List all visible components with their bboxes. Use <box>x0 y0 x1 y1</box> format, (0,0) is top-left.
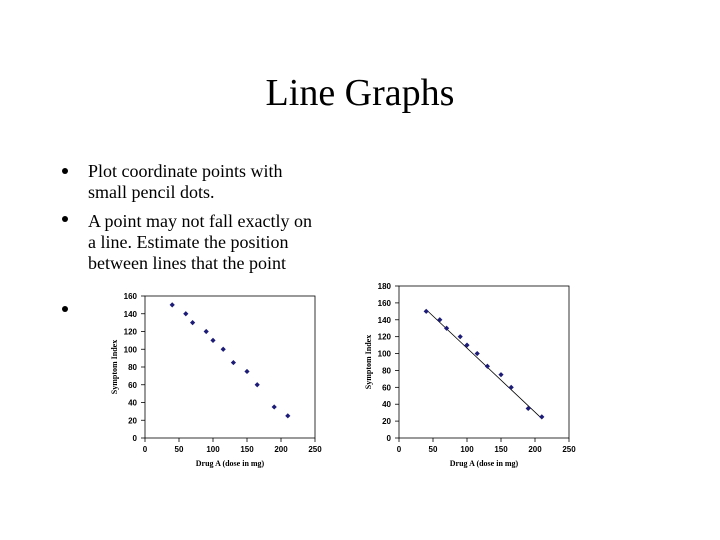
data-point <box>508 384 514 390</box>
bullet-dot <box>62 168 68 174</box>
data-point <box>285 413 291 419</box>
data-point <box>203 328 209 335</box>
y-tick-label: 180 <box>378 282 392 291</box>
data-point <box>183 311 189 317</box>
data-point <box>484 363 490 369</box>
x-tick-label: 0 <box>143 445 148 454</box>
x-tick-label: 200 <box>528 445 542 454</box>
data-point <box>220 346 226 352</box>
chart-background <box>355 278 595 478</box>
y-tick-label: 0 <box>133 434 138 443</box>
data-point <box>423 308 429 314</box>
x-tick-label: 150 <box>494 445 508 454</box>
y-tick-label: 0 <box>387 434 392 443</box>
y-tick-label: 60 <box>382 383 391 392</box>
slide-title: Line Graphs <box>266 72 455 114</box>
data-point <box>539 414 545 420</box>
y-tick-label: 60 <box>128 381 137 390</box>
data-point <box>457 334 463 340</box>
data-point <box>437 317 443 323</box>
data-point <box>464 342 470 348</box>
bullet-text: Plot coordinate points with <box>88 161 282 181</box>
y-tick-label: 20 <box>128 416 137 425</box>
data-point <box>230 359 236 366</box>
x-tick-label: 0 <box>397 445 402 454</box>
x-tick-label: 100 <box>460 445 474 454</box>
y-axis-label: Symptom Index <box>110 340 119 394</box>
plot-area <box>398 285 570 439</box>
bullet-text: a line. Estimate the position <box>88 232 288 252</box>
x-axis-label: Drug A (dose in mg) <box>196 459 265 468</box>
data-point <box>444 325 450 331</box>
y-tick-label: 40 <box>382 400 391 409</box>
y-axis-label: Symptom Index <box>364 335 373 389</box>
chart-background <box>100 278 340 478</box>
data-point <box>169 302 175 308</box>
bullet-dot <box>62 306 68 312</box>
y-tick-label: 160 <box>378 299 392 308</box>
data-point <box>498 372 504 378</box>
data-point <box>271 404 277 410</box>
y-tick-label: 20 <box>382 417 391 426</box>
y-tick-label: 140 <box>124 310 138 319</box>
x-tick-label: 200 <box>274 445 288 454</box>
x-tick-label: 50 <box>429 445 438 454</box>
y-tick-label: 140 <box>378 316 392 325</box>
data-point <box>525 405 531 412</box>
data-point <box>474 350 480 357</box>
y-tick-label: 120 <box>124 328 138 337</box>
x-tick-label: 50 <box>175 445 184 454</box>
x-tick-label: 150 <box>240 445 254 454</box>
x-tick-label: 100 <box>206 445 220 454</box>
data-point <box>244 368 250 375</box>
data-point <box>210 337 216 343</box>
bullet-text: small pencil dots. <box>88 182 214 202</box>
x-tick-label: 250 <box>562 445 576 454</box>
y-tick-label: 120 <box>378 333 392 342</box>
x-axis-label: Drug A (dose in mg) <box>450 459 519 468</box>
data-point <box>254 382 260 388</box>
y-tick-label: 80 <box>128 363 137 372</box>
x-tick-label: 250 <box>308 445 322 454</box>
y-tick-label: 80 <box>382 366 391 375</box>
y-tick-label: 160 <box>124 292 138 301</box>
bullet-text: A point may not fall exactly on <box>88 211 312 231</box>
y-tick-label: 100 <box>124 345 138 354</box>
data-point <box>190 320 196 326</box>
y-tick-label: 100 <box>378 350 392 359</box>
bullet-text: between lines that the point <box>88 253 286 273</box>
y-tick-label: 40 <box>128 399 137 408</box>
bullet-dot <box>62 216 68 222</box>
